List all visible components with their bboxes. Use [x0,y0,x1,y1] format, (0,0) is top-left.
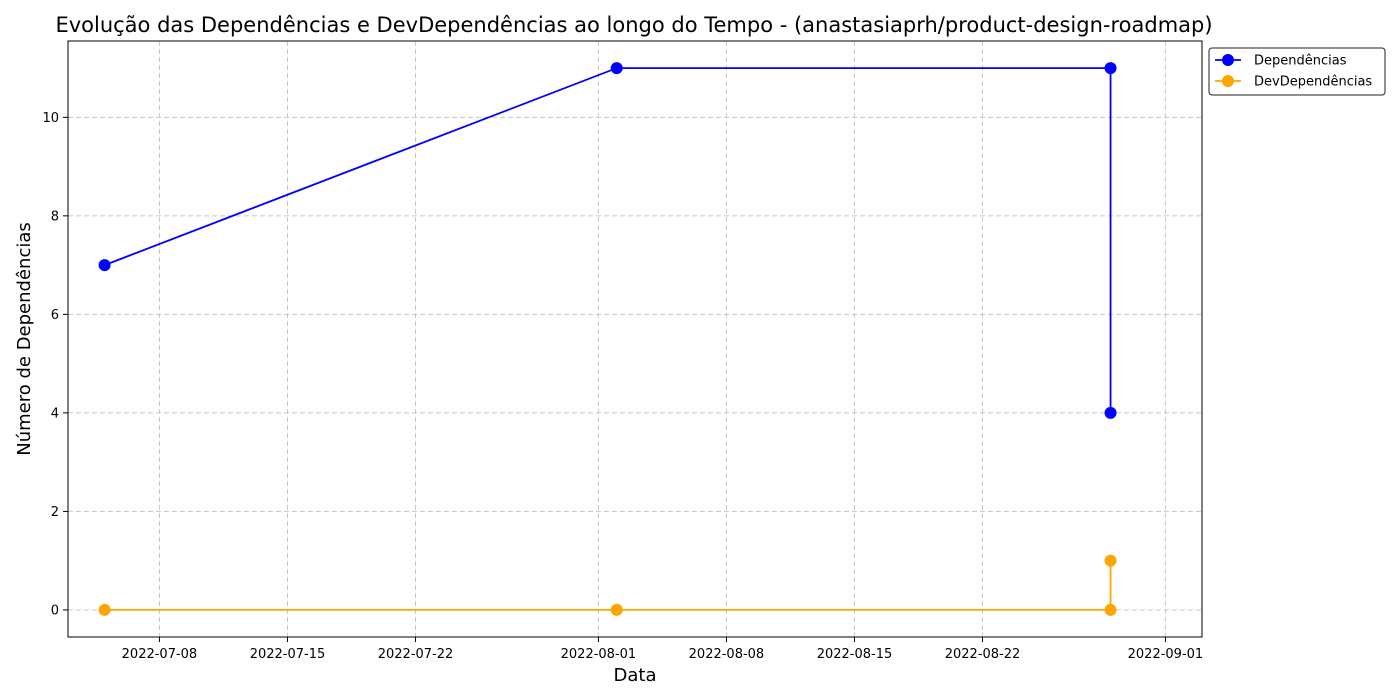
data-point [1104,406,1117,419]
data-point [1104,603,1117,616]
y-tick-label: 0 [51,603,59,618]
data-point [98,259,111,272]
series-devdependencias [98,554,1117,616]
y-axis-label: Número de Dependências [14,222,35,456]
chart-title: Evolução das Dependências e DevDependênc… [55,13,1212,37]
series-layer [98,62,1117,616]
data-point [1104,554,1117,567]
legend-label: DevDependências [1254,75,1372,90]
x-tick-label: 2022-07-15 [250,647,326,662]
plot-frame [67,40,1203,638]
x-axis-label: Data [614,665,657,686]
legend-item: Dependências [1215,54,1347,69]
grid-lines [68,41,1202,637]
y-tick-label: 8 [51,209,59,224]
x-tick-label: 2022-09-01 [1128,647,1204,662]
y-tick-label: 2 [51,505,59,520]
legend: Dependências DevDependências [1208,47,1386,96]
y-tick-label: 10 [42,111,59,126]
legend-label: Dependências [1254,54,1347,69]
x-tick-label: 2022-08-22 [945,647,1021,662]
legend-marker [1222,75,1234,87]
x-tick-label: 2022-08-15 [817,647,893,662]
data-point [610,62,623,75]
x-tick-label: 2022-08-08 [689,647,765,662]
axis-ticks: 2022-07-08 2022-07-15 2022-07-22 2022-08-01… [42,111,1203,662]
y-tick-label: 6 [51,308,59,323]
y-tick-label: 4 [51,406,59,421]
x-tick-label: 2022-07-22 [378,647,454,662]
data-point [1104,62,1117,75]
data-point [610,603,623,616]
series-line [104,560,1112,611]
x-tick-label: 2022-07-08 [122,647,198,662]
series-dependencias [98,62,1117,419]
data-point [98,603,111,616]
legend-marker [1222,54,1234,66]
series-line [104,67,1112,413]
legend-box [1208,47,1386,96]
x-tick-label: 2022-08-01 [561,647,637,662]
legend-item: DevDependências [1215,75,1372,90]
